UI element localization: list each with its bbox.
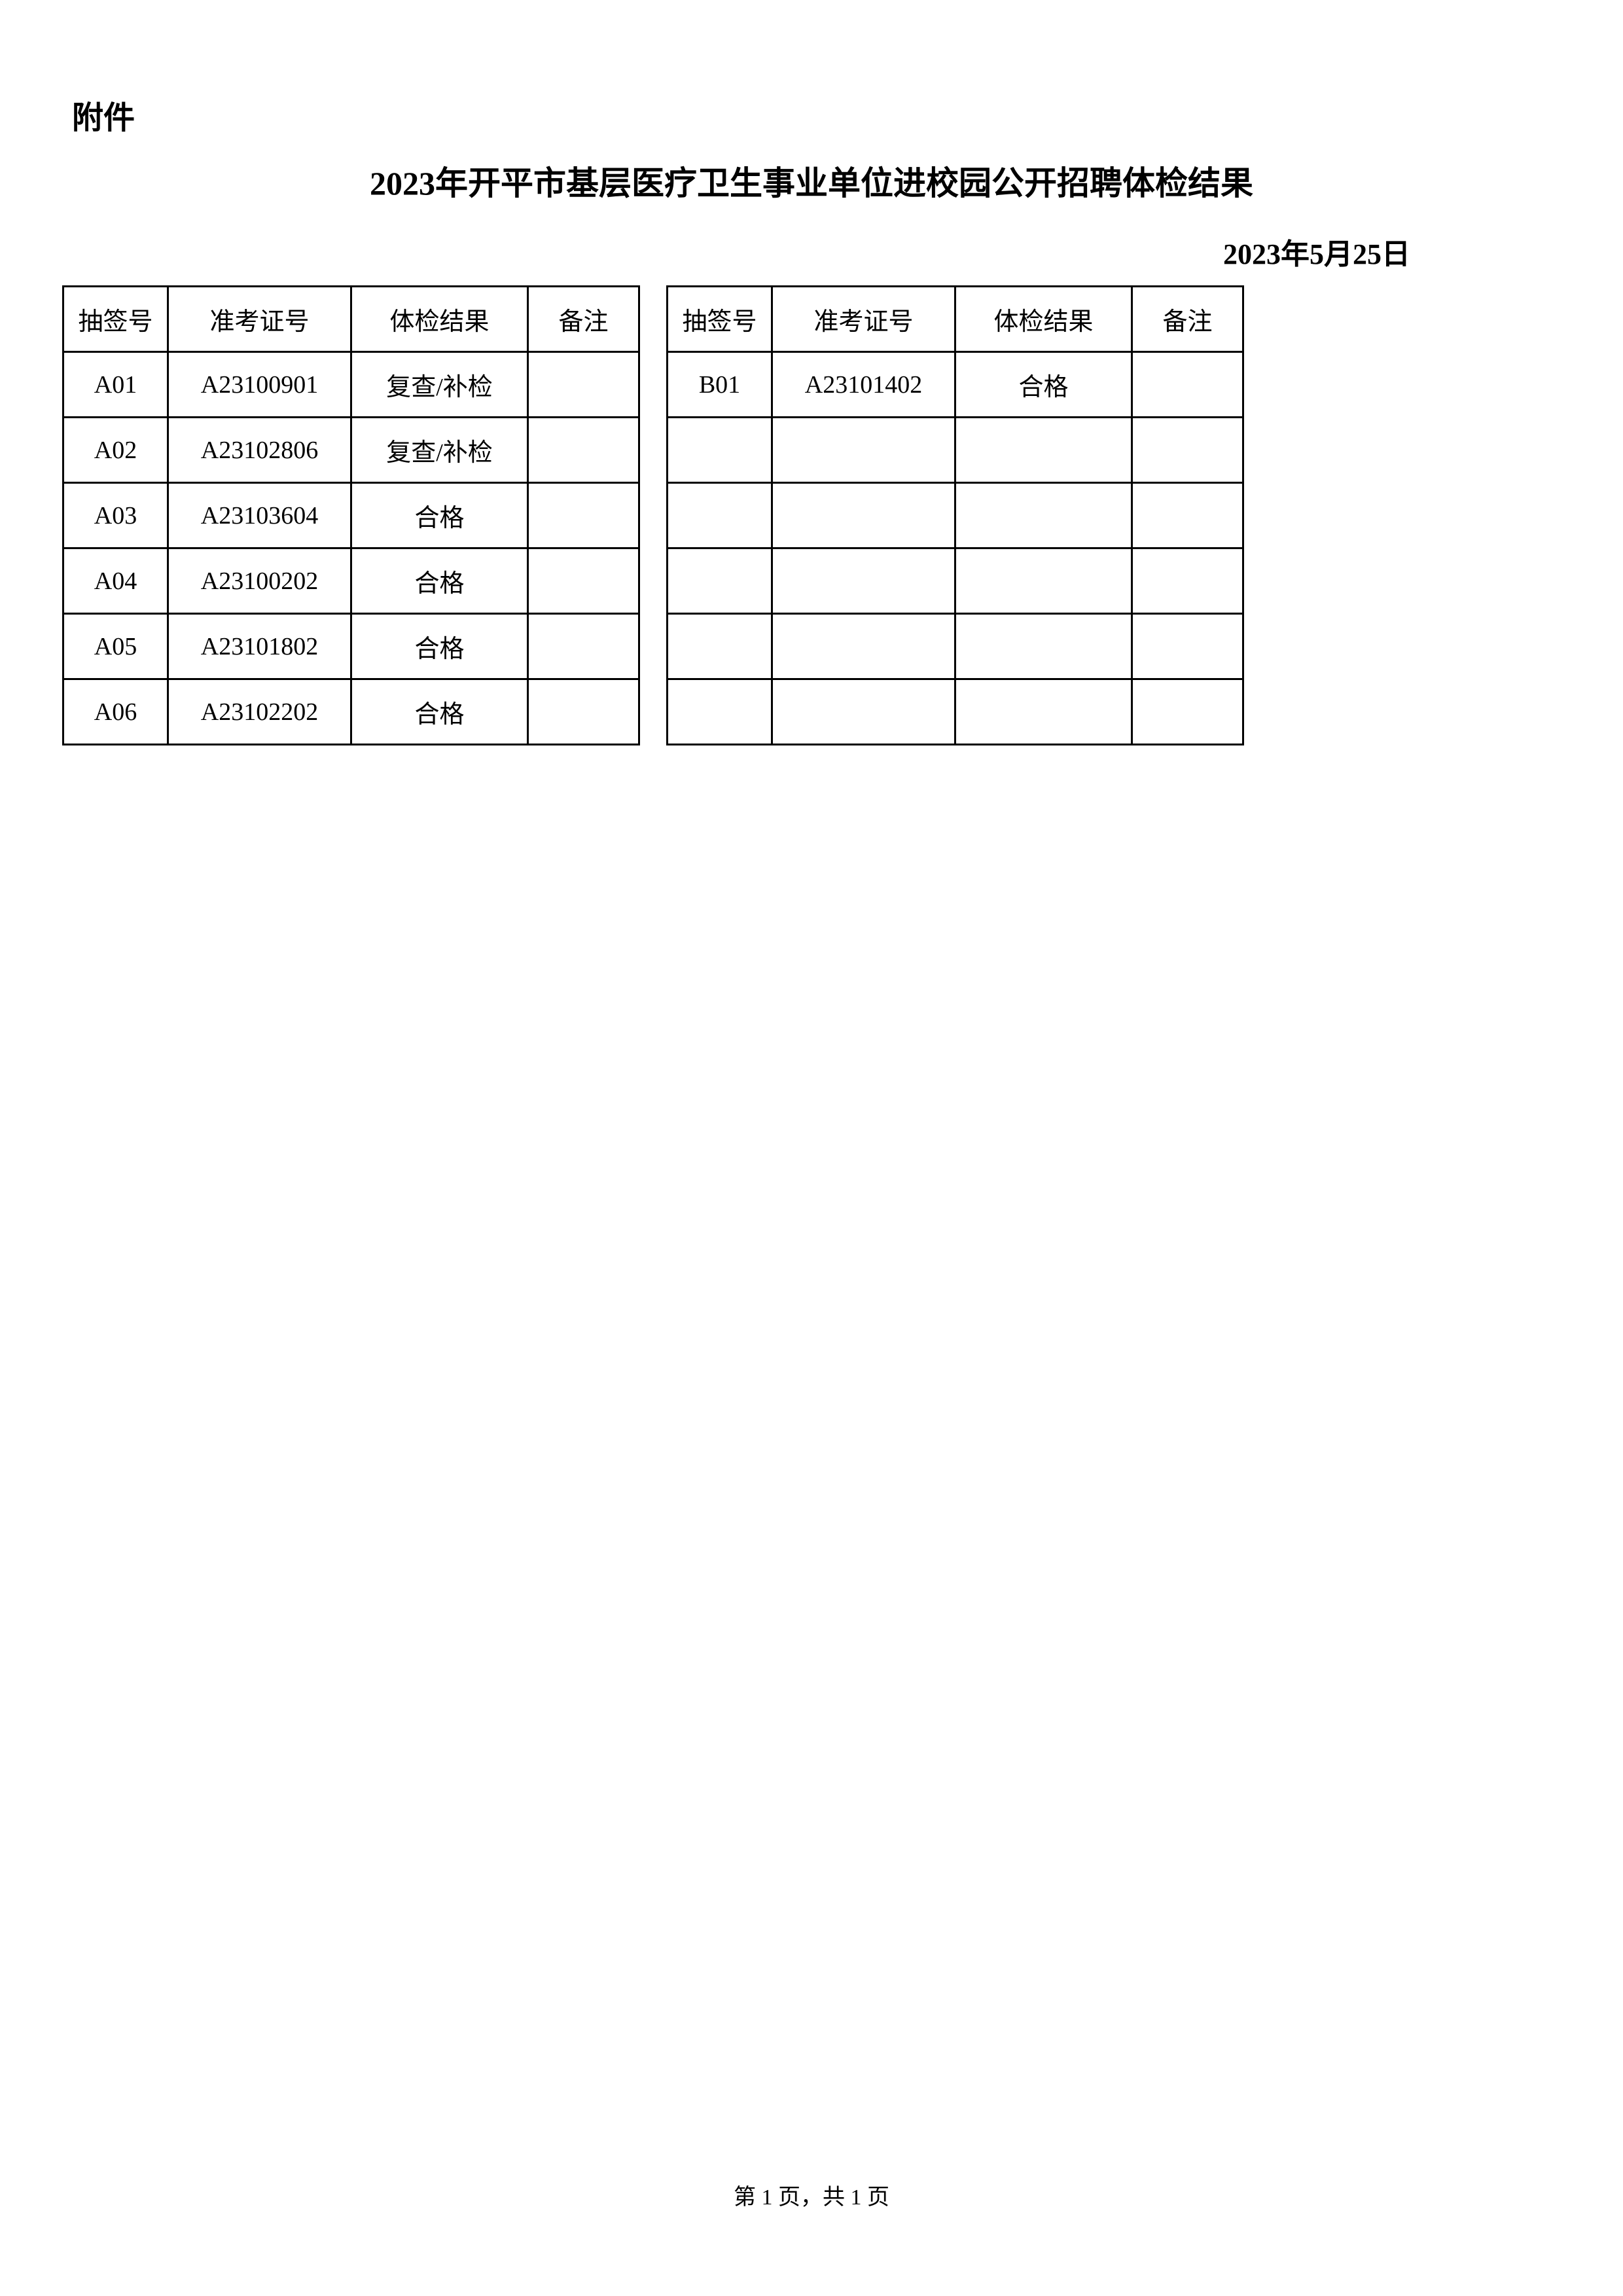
- cell-note: [528, 679, 639, 745]
- cell-draw-no: A02: [63, 418, 168, 483]
- page-container: 附件 2023年开平市基层医疗卫生事业单位进校园公开招聘体检结果 2023年5月…: [0, 0, 1623, 745]
- cell-draw-no: A04: [63, 548, 168, 614]
- header-result: 体检结果: [351, 287, 528, 352]
- cell-draw-no: A01: [63, 352, 168, 418]
- table-row: A01 A23100901 复查/补检: [63, 352, 639, 418]
- table-row: A05 A23101802 合格: [63, 614, 639, 679]
- cell-draw-no: A03: [63, 483, 168, 548]
- attachment-label: 附件: [72, 92, 1561, 137]
- cell-draw-no: A06: [63, 679, 168, 745]
- left-table: 抽签号 准考证号 体检结果 备注 A01 A23100901 复查/补检 A02…: [62, 285, 640, 745]
- cell-exam-no: A23100202: [168, 548, 351, 614]
- cell-result: [955, 614, 1132, 679]
- cell-exam-no: [772, 679, 955, 745]
- cell-result: 合格: [351, 548, 528, 614]
- cell-note: [1132, 483, 1243, 548]
- cell-note: [528, 614, 639, 679]
- cell-draw-no: [668, 614, 772, 679]
- cell-note: [528, 352, 639, 418]
- cell-result: [955, 483, 1132, 548]
- tables-wrapper: 抽签号 准考证号 体检结果 备注 A01 A23100901 复查/补检 A02…: [62, 285, 1561, 745]
- table-row: [668, 548, 1243, 614]
- cell-note: [1132, 352, 1243, 418]
- table-row: [668, 483, 1243, 548]
- cell-note: [1132, 679, 1243, 745]
- table-row: [668, 614, 1243, 679]
- cell-result: [955, 418, 1132, 483]
- cell-exam-no: A23101802: [168, 614, 351, 679]
- cell-exam-no: A23101402: [772, 352, 955, 418]
- header-note: 备注: [1132, 287, 1243, 352]
- cell-draw-no: [668, 418, 772, 483]
- table-row: [668, 418, 1243, 483]
- header-exam-no: 准考证号: [168, 287, 351, 352]
- cell-draw-no: [668, 483, 772, 548]
- table-row: B01 A23101402 合格: [668, 352, 1243, 418]
- cell-result: [955, 679, 1132, 745]
- cell-draw-no: [668, 679, 772, 745]
- cell-result: 合格: [955, 352, 1132, 418]
- cell-note: [528, 418, 639, 483]
- cell-result: [955, 548, 1132, 614]
- cell-exam-no: A23103604: [168, 483, 351, 548]
- cell-exam-no: A23100901: [168, 352, 351, 418]
- table-row: A04 A23100202 合格: [63, 548, 639, 614]
- cell-result: 复查/补检: [351, 418, 528, 483]
- header-result: 体检结果: [955, 287, 1132, 352]
- main-title: 2023年开平市基层医疗卫生事业单位进校园公开招聘体检结果: [62, 157, 1561, 204]
- cell-exam-no: [772, 548, 955, 614]
- cell-note: [528, 483, 639, 548]
- table-header-row: 抽签号 准考证号 体检结果 备注: [668, 287, 1243, 352]
- cell-note: [528, 548, 639, 614]
- header-note: 备注: [528, 287, 639, 352]
- cell-exam-no: A23102202: [168, 679, 351, 745]
- header-exam-no: 准考证号: [772, 287, 955, 352]
- cell-exam-no: [772, 614, 955, 679]
- cell-note: [1132, 548, 1243, 614]
- cell-result: 合格: [351, 679, 528, 745]
- page-footer: 第 1 页，共 1 页: [0, 2179, 1623, 2211]
- cell-draw-no: A05: [63, 614, 168, 679]
- cell-draw-no: B01: [668, 352, 772, 418]
- right-table: 抽签号 准考证号 体检结果 备注 B01 A23101402 合格: [666, 285, 1244, 745]
- cell-exam-no: A23102806: [168, 418, 351, 483]
- date-line: 2023年5月25日: [62, 230, 1561, 272]
- table-row: A06 A23102202 合格: [63, 679, 639, 745]
- table-row: [668, 679, 1243, 745]
- table-row: A03 A23103604 合格: [63, 483, 639, 548]
- cell-result: 复查/补检: [351, 352, 528, 418]
- table-row: A02 A23102806 复查/补检: [63, 418, 639, 483]
- cell-exam-no: [772, 418, 955, 483]
- cell-draw-no: [668, 548, 772, 614]
- header-draw-no: 抽签号: [63, 287, 168, 352]
- header-draw-no: 抽签号: [668, 287, 772, 352]
- cell-note: [1132, 418, 1243, 483]
- cell-result: 合格: [351, 614, 528, 679]
- cell-note: [1132, 614, 1243, 679]
- cell-exam-no: [772, 483, 955, 548]
- table-header-row: 抽签号 准考证号 体检结果 备注: [63, 287, 639, 352]
- cell-result: 合格: [351, 483, 528, 548]
